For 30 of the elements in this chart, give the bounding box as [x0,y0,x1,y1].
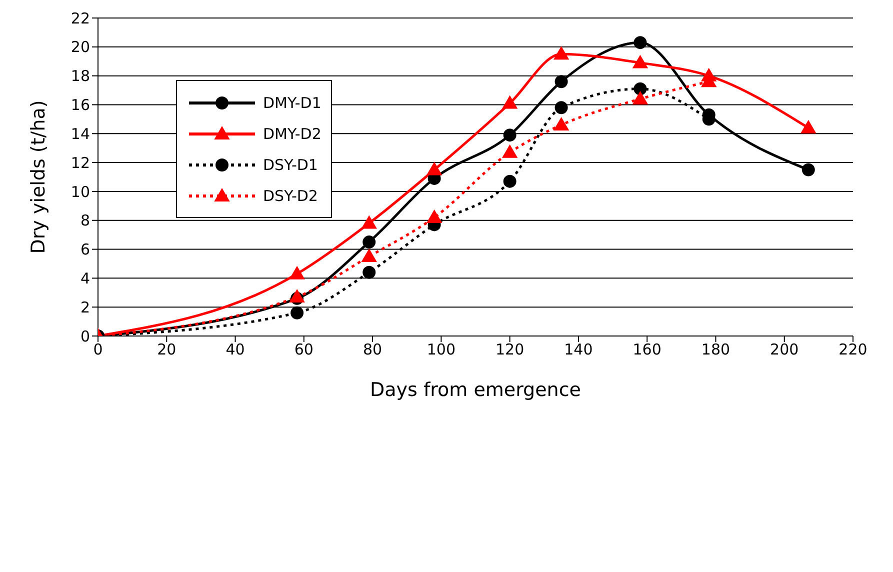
y-tick-label: 8 [80,212,90,230]
y-tick-label: 6 [80,240,90,259]
x-tick-label: 120 [496,340,524,359]
x-axis-title: Days from emergence [370,379,582,401]
y-tick-label: 22 [70,9,90,28]
x-tick-label: 220 [838,340,868,359]
y-axis-title: Dry yields (t/ha) [28,100,50,254]
x-tick-label: 80 [363,340,382,359]
y-tick-label: 10 [70,182,90,201]
y-tick-label: 2 [80,298,90,316]
y-tick-label: 18 [70,67,90,86]
y-tick-label: 0 [80,327,90,346]
legend-label: DMY-D1 [263,94,322,112]
y-tick-label: 12 [70,154,90,172]
x-tick-label: 180 [701,340,730,359]
y-tick-label: 14 [70,124,90,143]
y-tick-label: 4 [80,270,90,288]
x-tick-label: 40 [226,340,245,359]
x-tick-label: 20 [157,340,176,359]
x-tick-label: 140 [564,340,593,359]
legend-label: DMY-D2 [263,124,322,142]
y-tick-label: 20 [70,38,90,56]
legend-label: DSY-D1 [263,156,318,174]
x-tick-label: 0 [93,340,103,359]
x-tick-label: 200 [770,340,799,359]
x-tick-label: 100 [426,340,456,359]
y-tick-label: 16 [70,96,90,114]
legend-label: DSY-D2 [263,186,318,204]
x-tick-label: 60 [294,340,314,359]
x-tick-label: 160 [632,340,662,359]
